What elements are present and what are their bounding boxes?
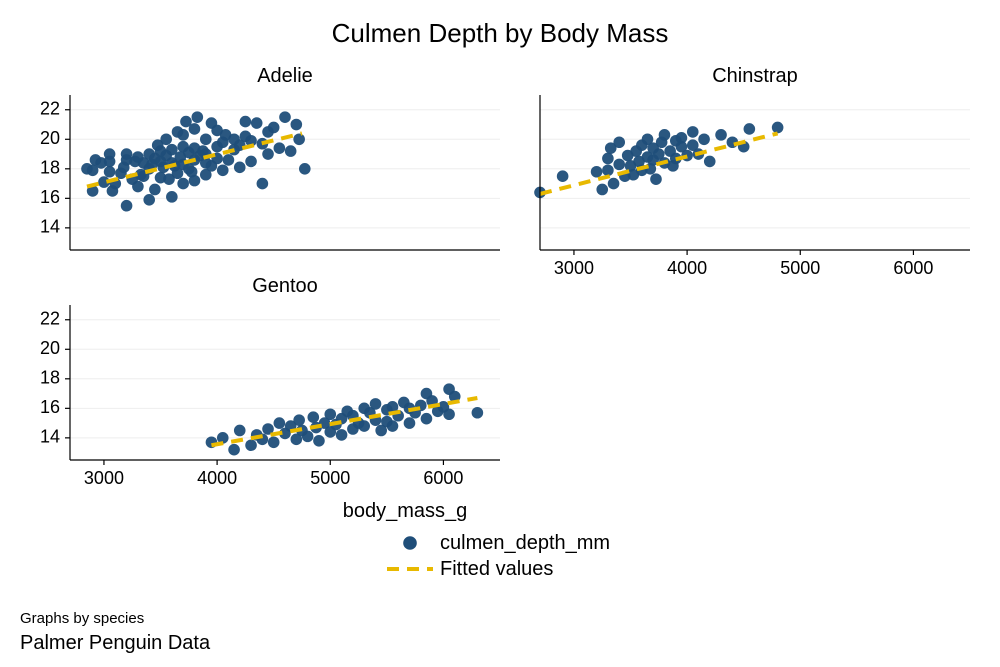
data-point [234, 425, 246, 437]
x-tick-label: 5000 [780, 258, 820, 278]
data-point [443, 408, 455, 420]
data-point [676, 132, 688, 144]
y-tick-label: 16 [40, 397, 60, 417]
y-tick-label: 22 [40, 99, 60, 119]
legend-label: Fitted values [440, 558, 553, 581]
data-point [715, 129, 727, 141]
x-tick-label: 4000 [667, 258, 707, 278]
data-point [313, 435, 325, 447]
data-point [189, 175, 201, 187]
data-point [659, 129, 671, 141]
data-point [613, 159, 625, 171]
chart-note: Graphs by species [20, 610, 144, 627]
data-point [698, 133, 710, 145]
data-point [285, 145, 297, 157]
data-point [143, 194, 155, 206]
legend-label: culmen_depth_mm [440, 532, 610, 555]
data-point [245, 439, 257, 451]
panel-title-chinstrap: Chinstrap [540, 65, 970, 88]
data-point [132, 181, 144, 193]
x-tick-label: 3000 [84, 468, 124, 488]
panel-gentoo: 14161820223000400050006000 [70, 305, 500, 460]
data-point [268, 122, 280, 134]
panel-adelie: 1416182022 [70, 95, 500, 250]
data-point [240, 116, 252, 128]
x-tick-label: 4000 [197, 468, 237, 488]
data-point [704, 156, 716, 168]
x-tick-label: 3000 [554, 258, 594, 278]
data-point [358, 420, 370, 432]
data-point [177, 129, 189, 141]
panel-title-adelie: Adelie [70, 65, 500, 88]
y-tick-label: 14 [40, 217, 60, 237]
data-point [177, 178, 189, 190]
y-tick-label: 20 [40, 338, 60, 358]
data-point [245, 156, 257, 168]
data-point [234, 162, 246, 174]
data-point [404, 417, 416, 429]
data-point [602, 164, 614, 176]
chart-note: Palmer Penguin Data [20, 632, 210, 655]
data-point [613, 136, 625, 148]
data-point [121, 200, 133, 212]
data-point [160, 133, 172, 145]
data-point [336, 429, 348, 441]
data-point [744, 123, 756, 135]
x-tick-label: 5000 [310, 468, 350, 488]
legend: culmen_depth_mm Fitted values [380, 530, 610, 582]
data-point [104, 166, 116, 178]
data-point [650, 173, 662, 185]
data-point [293, 133, 305, 145]
data-point [104, 148, 116, 160]
data-point [472, 407, 484, 419]
data-point [307, 411, 319, 423]
data-point [370, 398, 382, 410]
data-point [608, 178, 620, 190]
legend-item: culmen_depth_mm [380, 530, 610, 556]
y-tick-label: 20 [40, 128, 60, 148]
data-point [421, 413, 433, 425]
x-tick-label: 6000 [423, 468, 463, 488]
data-point [324, 408, 336, 420]
data-point [200, 133, 212, 145]
data-point [268, 436, 280, 448]
data-point [557, 170, 569, 182]
data-point [192, 111, 204, 123]
chart-main-title: Culmen Depth by Body Mass [0, 18, 1000, 49]
data-point [387, 420, 399, 432]
y-tick-label: 18 [40, 158, 60, 178]
y-tick-label: 22 [40, 309, 60, 329]
x-axis-label: body_mass_g [205, 500, 605, 523]
data-point [291, 119, 303, 131]
legend-item: Fitted values [380, 556, 610, 582]
data-point [149, 184, 161, 196]
y-tick-label: 16 [40, 187, 60, 207]
data-point [274, 417, 286, 429]
data-point [602, 153, 614, 165]
data-point [591, 166, 603, 178]
data-point [302, 431, 314, 443]
y-tick-label: 14 [40, 427, 60, 447]
data-point [293, 414, 305, 426]
data-point [228, 444, 240, 456]
data-point [217, 164, 229, 176]
data-point [299, 163, 311, 175]
panel-title-gentoo: Gentoo [70, 275, 500, 298]
data-point [251, 117, 263, 129]
data-point [274, 142, 286, 154]
panel-chinstrap: 3000400050006000 [540, 95, 970, 250]
y-tick-label: 18 [40, 368, 60, 388]
x-tick-label: 6000 [893, 258, 933, 278]
legend-point-icon [403, 536, 417, 550]
data-point [772, 122, 784, 134]
data-point [257, 178, 269, 190]
data-point [687, 126, 699, 138]
data-point [189, 123, 201, 135]
data-point [166, 191, 178, 203]
data-point [223, 154, 235, 166]
data-point [279, 111, 291, 123]
data-point [262, 148, 274, 160]
data-point [596, 184, 608, 196]
